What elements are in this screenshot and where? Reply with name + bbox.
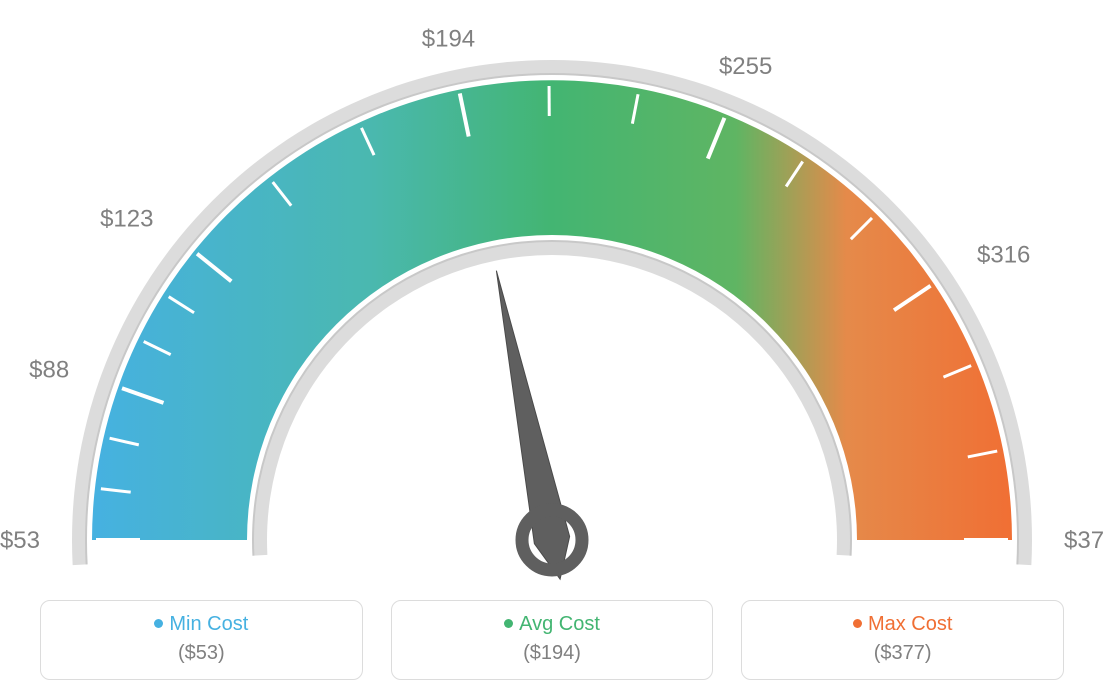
legend-row: Min Cost ($53) Avg Cost ($194) Max Cost … — [40, 600, 1064, 680]
legend-label-min: Min Cost — [169, 613, 248, 635]
legend-card-avg: Avg Cost ($194) — [391, 600, 714, 680]
legend-title-max: Max Cost — [752, 613, 1053, 636]
legend-card-max: Max Cost ($377) — [741, 600, 1064, 680]
gauge-area: $53 $88 $123 $194 $255 $316 $377 — [0, 0, 1104, 590]
gauge-tick-label: $88 — [29, 357, 69, 384]
gauge-tick-label: $377 — [1064, 527, 1104, 554]
gauge-tick-label: $255 — [719, 53, 772, 80]
dot-icon — [504, 619, 513, 628]
gauge-needle — [496, 271, 569, 579]
dot-icon — [154, 619, 163, 628]
legend-value-min: ($53) — [51, 642, 352, 665]
gauge-tick-label: $194 — [422, 26, 475, 53]
legend-value-avg: ($194) — [402, 642, 703, 665]
legend-label-avg: Avg Cost — [519, 613, 600, 635]
legend-title-avg: Avg Cost — [402, 613, 703, 636]
legend-label-max: Max Cost — [868, 613, 952, 635]
gauge-tick-label: $53 — [0, 527, 40, 554]
legend-title-min: Min Cost — [51, 613, 352, 636]
gauge-tick-label: $316 — [977, 242, 1030, 269]
legend-card-min: Min Cost ($53) — [40, 600, 363, 680]
legend-value-max: ($377) — [752, 642, 1053, 665]
dot-icon — [853, 619, 862, 628]
gauge-svg: $53 $88 $123 $194 $255 $316 $377 — [0, 0, 1104, 590]
cost-gauge-chart: $53 $88 $123 $194 $255 $316 $377 Min Cost ($53… — [0, 0, 1104, 690]
gauge-tick-label: $123 — [100, 206, 153, 233]
